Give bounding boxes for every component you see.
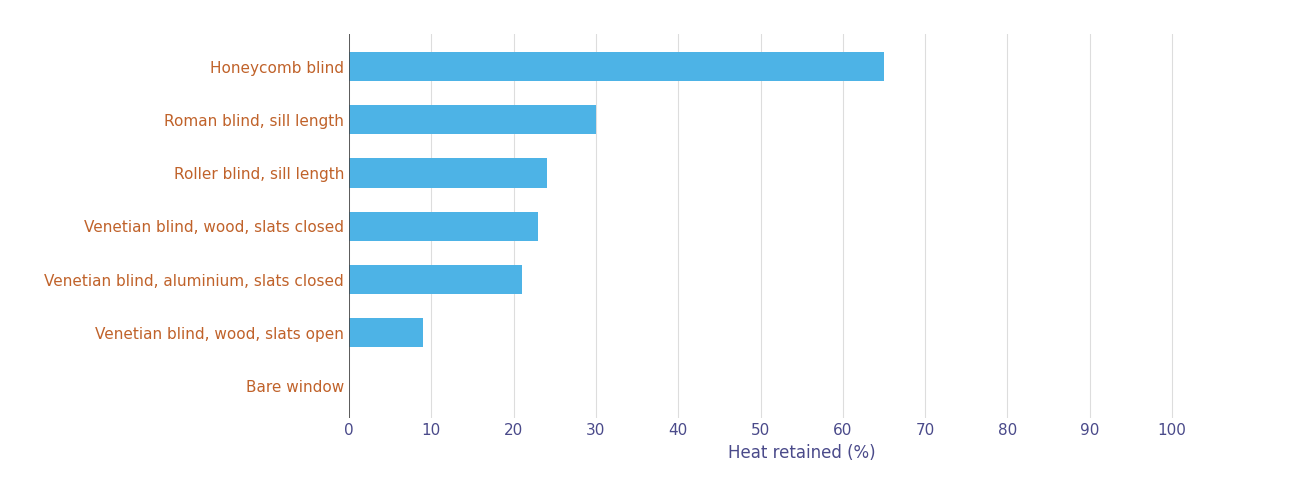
Bar (349, 105, 596, 134)
Bar (349, 212, 538, 241)
Bar (349, 52, 884, 81)
Bar (349, 158, 547, 188)
Bar (349, 318, 423, 347)
Bar (349, 265, 522, 294)
X-axis label: Heat retained (%): Heat retained (%) (728, 444, 875, 461)
